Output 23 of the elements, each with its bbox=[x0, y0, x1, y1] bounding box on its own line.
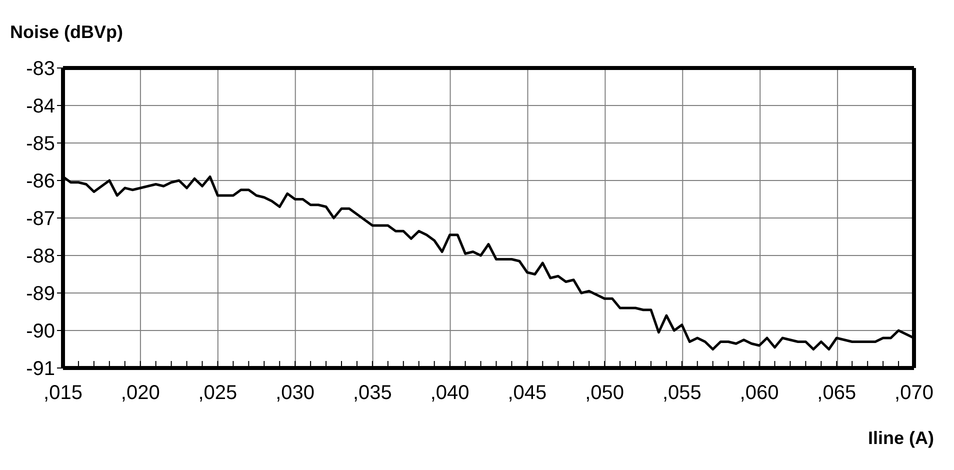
x-tick-label: ,035 bbox=[352, 382, 392, 404]
x-tick-label: ,045 bbox=[508, 382, 547, 404]
y-tick-label: -87 bbox=[26, 208, 55, 230]
y-tick-label: -83 bbox=[26, 58, 55, 80]
y-tick-label: -88 bbox=[26, 246, 55, 268]
x-tick-label: ,070 bbox=[894, 382, 934, 404]
x-tick-label: ,060 bbox=[740, 382, 779, 404]
y-tick-label: -90 bbox=[26, 320, 55, 343]
x-tick-label: ,020 bbox=[120, 382, 160, 404]
x-tick-label: ,050 bbox=[585, 382, 624, 404]
y-tick-label: -86 bbox=[26, 170, 55, 193]
x-tick-label: ,065 bbox=[817, 382, 856, 404]
x-tick-label: ,040 bbox=[430, 382, 470, 404]
x-tick-label: ,055 bbox=[662, 382, 702, 404]
x-tick-label: ,025 bbox=[198, 382, 238, 404]
x-tick-label: ,030 bbox=[276, 382, 315, 404]
x-tick-label: ,015 bbox=[44, 382, 82, 404]
y-tick-label: -85 bbox=[26, 133, 55, 156]
y-tick-label: -91 bbox=[26, 358, 55, 380]
y-axis-title: Noise (dBVp) bbox=[10, 22, 124, 43]
y-tick-label: -84 bbox=[26, 96, 55, 118]
x-axis-title: Iline (A) bbox=[868, 428, 934, 449]
y-tick-label: -89 bbox=[26, 283, 55, 306]
